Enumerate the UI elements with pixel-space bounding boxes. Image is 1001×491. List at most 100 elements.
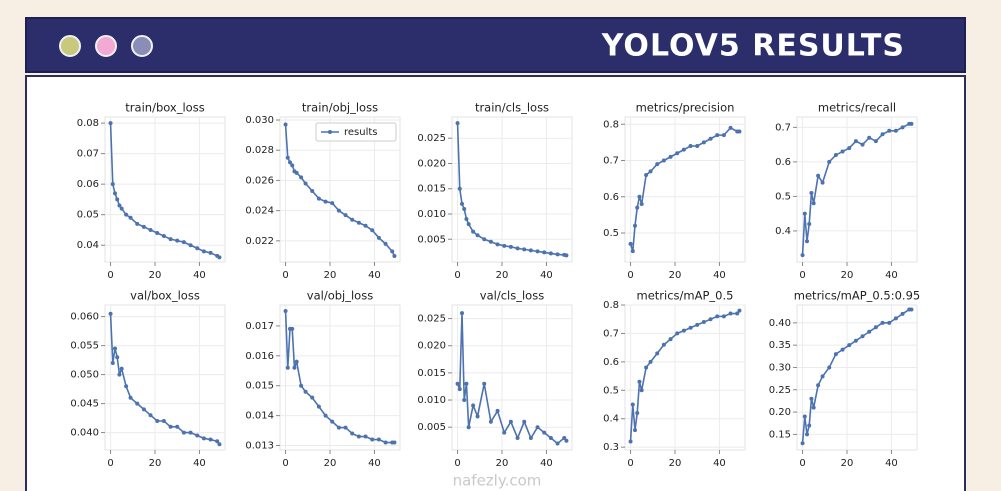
data-point <box>343 213 348 218</box>
data-point <box>737 308 742 313</box>
data-point <box>900 311 905 316</box>
data-point <box>181 240 186 245</box>
data-point <box>330 419 335 424</box>
data-point <box>887 128 892 133</box>
data-point <box>460 311 464 316</box>
header-bar <box>25 17 966 73</box>
data-point <box>316 196 321 201</box>
data-point <box>833 352 838 357</box>
data-point <box>555 441 560 446</box>
data-point <box>542 430 547 435</box>
y-tick-label: 0.017 <box>245 321 274 332</box>
data-point <box>688 325 693 330</box>
data-point <box>303 389 308 394</box>
subplot: val/cls_loss 0.005 0.010 0.015 0.020 0.025 0 20… <box>417 289 573 469</box>
data-point <box>471 403 476 408</box>
data-point <box>721 314 726 319</box>
data-point <box>482 381 487 386</box>
y-tick-label: 0.015 <box>417 368 446 379</box>
data-point <box>323 413 328 418</box>
data-point <box>455 381 460 386</box>
data-point <box>457 186 462 191</box>
subplot: metrics/recall 0.4 0.5 0.6 0.7 0 20 40 <box>775 101 918 281</box>
data-point <box>356 220 361 225</box>
data-point <box>630 249 635 254</box>
subplot: train/cls_loss 0.005 0.010 0.015 0.020 0.025 0… <box>417 101 573 281</box>
data-point <box>515 436 520 441</box>
y-tick-label: 0.060 <box>70 312 99 323</box>
y-tick-label: 0.005 <box>417 234 446 245</box>
y-tick-label: 0.15 <box>769 429 791 440</box>
data-point <box>900 125 905 130</box>
data-point <box>802 414 807 419</box>
data-point <box>887 320 892 325</box>
data-point <box>508 244 513 249</box>
data-point <box>721 133 726 138</box>
data-point <box>161 419 166 423</box>
legend-marker <box>328 130 332 134</box>
data-point <box>644 365 649 370</box>
plot-area <box>104 304 226 451</box>
data-point <box>847 343 852 348</box>
dot-olive <box>59 35 81 57</box>
data-point <box>548 251 553 256</box>
y-tick-label: 0.04 <box>77 240 99 251</box>
data-point <box>323 199 328 204</box>
data-point <box>564 253 569 258</box>
data-point <box>119 366 124 371</box>
y-tick-label: 0.40 <box>769 318 791 329</box>
y-tick-label: 0.08 <box>77 118 99 129</box>
x-tick-label: 20 <box>841 458 854 469</box>
series-line <box>629 310 741 442</box>
data-point <box>299 383 304 388</box>
data-point <box>867 329 872 334</box>
plot-area <box>624 304 746 451</box>
data-point <box>457 387 462 392</box>
x-tick-label: 20 <box>149 458 162 469</box>
y-tick-label: 0.7 <box>603 328 619 339</box>
y-tick-label: 0.024 <box>245 206 274 217</box>
data-point <box>648 169 653 174</box>
data-point <box>460 201 464 206</box>
data-point <box>805 239 809 244</box>
data-point <box>283 122 288 127</box>
data-point <box>466 425 471 430</box>
x-tick-label: 20 <box>669 270 682 281</box>
data-point <box>637 194 642 199</box>
data-point <box>637 379 642 384</box>
y-tick-label: 0.30 <box>769 362 791 373</box>
data-point <box>217 442 222 447</box>
subplot-title: metrics/recall <box>818 101 896 115</box>
data-point <box>827 365 832 370</box>
data-point <box>455 121 460 126</box>
x-tick-label: 0 <box>627 270 633 281</box>
data-point <box>110 182 115 187</box>
x-tick-label: 20 <box>496 270 509 281</box>
data-point <box>853 338 858 343</box>
data-point <box>630 402 635 407</box>
data-point <box>466 222 471 227</box>
series-line <box>284 124 396 257</box>
data-point <box>294 359 299 364</box>
data-point <box>208 250 213 255</box>
data-point <box>644 173 649 177</box>
data-point <box>215 439 220 444</box>
data-point <box>363 434 368 439</box>
data-point <box>208 437 213 442</box>
subplot-title: train/cls_loss <box>475 101 549 115</box>
data-point <box>148 413 153 418</box>
data-point <box>515 246 520 251</box>
subplot-title: train/obj_loss <box>302 101 378 115</box>
data-point <box>522 247 527 252</box>
data-point <box>124 384 129 389</box>
data-point <box>201 249 206 254</box>
data-point <box>880 320 885 325</box>
data-point <box>495 242 500 247</box>
y-tick-label: 0.35 <box>769 340 791 351</box>
subplot: val/box_loss 0.040 0.045 0.050 0.055 0.060 0 20… <box>70 289 226 469</box>
x-tick-label: 20 <box>324 458 337 469</box>
data-point <box>290 326 295 331</box>
data-point <box>128 215 133 220</box>
y-tick-label: 0.055 <box>70 341 99 352</box>
data-point <box>873 139 878 144</box>
